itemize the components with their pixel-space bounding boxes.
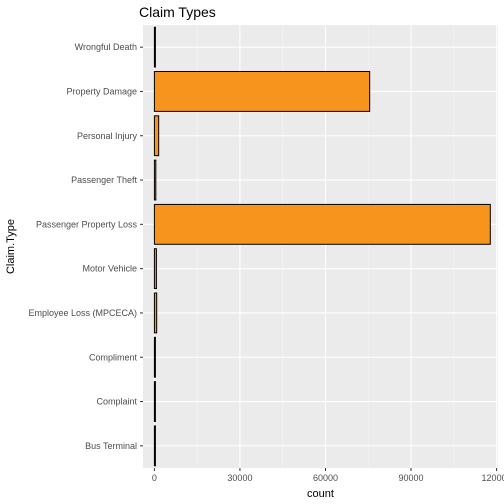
x-tick-label: 90000 bbox=[399, 473, 424, 483]
bar bbox=[153, 292, 158, 334]
bar bbox=[153, 71, 371, 112]
y-tick-label: Property Damage bbox=[66, 86, 137, 96]
x-tick-label: 30000 bbox=[227, 473, 252, 483]
y-tick-label: Complaint bbox=[96, 397, 137, 407]
bar bbox=[153, 203, 491, 245]
bar bbox=[153, 26, 156, 68]
x-tick-label: 120000 bbox=[482, 473, 504, 483]
y-tick-label: Passenger Property Loss bbox=[36, 219, 138, 229]
y-tick-label: Employee Loss (MPCECA) bbox=[28, 308, 137, 318]
bars bbox=[153, 26, 491, 467]
bar bbox=[153, 159, 157, 201]
x-tick-label: 60000 bbox=[313, 473, 338, 483]
bar bbox=[153, 248, 157, 290]
y-tick-label: Compliment bbox=[89, 352, 138, 362]
y-tick-label: Personal Injury bbox=[77, 131, 138, 141]
bar bbox=[153, 381, 156, 422]
y-tick-label: Motor Vehicle bbox=[82, 264, 137, 274]
x-tick-label: 0 bbox=[152, 473, 157, 483]
y-tick-label: Bus Terminal bbox=[85, 441, 137, 451]
y-tick-label: Wrongful Death bbox=[75, 42, 137, 52]
x-axis-ticks: 0 30000 60000 90000 120000 bbox=[152, 468, 504, 483]
y-tick-label: Passenger Theft bbox=[71, 175, 137, 185]
bar bbox=[153, 336, 156, 378]
bar bbox=[153, 115, 160, 157]
y-axis-title: Claim.Type bbox=[5, 219, 17, 274]
y-axis-ticks: Bus Terminal Complaint Compliment Employee … bbox=[28, 42, 143, 451]
bar bbox=[153, 425, 156, 467]
x-axis-title: count bbox=[307, 488, 334, 500]
chart-title: Claim Types bbox=[139, 4, 216, 20]
